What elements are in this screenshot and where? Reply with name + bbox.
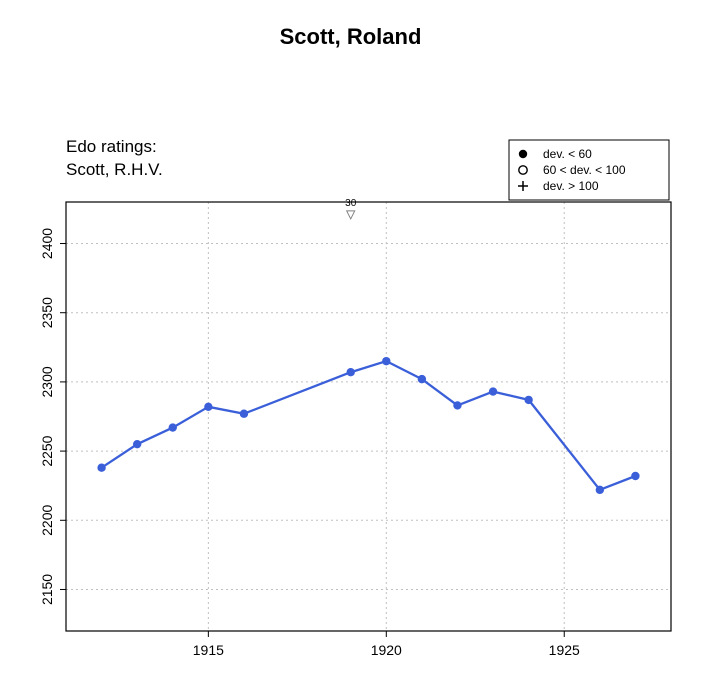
x-tick-label: 1915 (193, 642, 224, 658)
rating-point (240, 410, 248, 418)
x-tick-label: 1920 (371, 642, 402, 658)
y-tick-label: 2250 (39, 435, 55, 466)
rating-line (102, 361, 636, 490)
y-tick-label: 2300 (39, 366, 55, 397)
rating-point (418, 375, 426, 383)
x-tick-label: 1925 (549, 642, 580, 658)
legend-label: dev. < 60 (543, 147, 592, 161)
plot-border (66, 202, 671, 631)
rating-point (489, 387, 497, 395)
chart-container: Edo ratings: Scott, R.H.V. 2150 2200 2250 230… (0, 50, 701, 696)
chart-subtitle-line2: Scott, R.H.V. (66, 160, 163, 179)
rating-point (524, 396, 532, 404)
legend-label: dev. > 100 (543, 179, 599, 193)
rating-point (169, 423, 177, 431)
page-title: Scott, Roland (0, 0, 701, 50)
rating-point (133, 440, 141, 448)
rating-point (631, 472, 639, 480)
annotation-triangle-icon (347, 211, 355, 219)
rating-point (596, 486, 604, 494)
rating-point (347, 368, 355, 376)
rating-point (382, 357, 390, 365)
legend-marker-filled-circle-icon (519, 150, 527, 158)
rating-point (204, 403, 212, 411)
rating-chart: Edo ratings: Scott, R.H.V. 2150 2200 2250 230… (0, 50, 701, 696)
rating-point (453, 401, 461, 409)
y-tick-label: 2350 (39, 297, 55, 328)
y-tick-label: 2400 (39, 228, 55, 259)
legend-label: 60 < dev. < 100 (543, 163, 626, 177)
chart-subtitle-line1: Edo ratings: (66, 137, 157, 156)
y-tick-label: 2150 (39, 574, 55, 605)
rating-point (97, 464, 105, 472)
annotation-label: 30 (345, 198, 357, 209)
y-tick-label: 2200 (39, 505, 55, 536)
